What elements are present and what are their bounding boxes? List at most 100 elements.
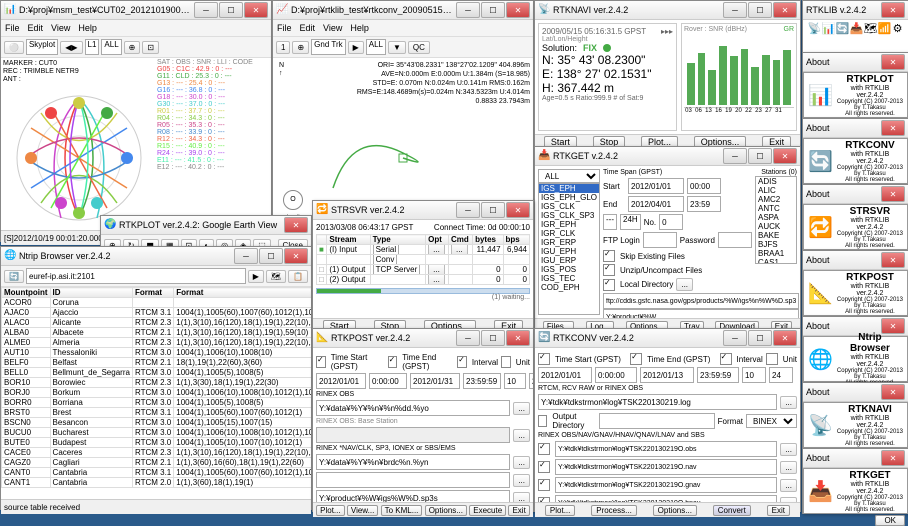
unitv[interactable] <box>769 367 793 383</box>
close-button[interactable]: ✕ <box>284 217 308 233</box>
station-item[interactable]: ANTC <box>756 204 796 213</box>
plot-button[interactable]: Plot... <box>316 505 344 516</box>
type-item[interactable]: IGS_CLK <box>539 202 599 211</box>
od-check[interactable] <box>538 415 547 427</box>
max-button[interactable]: ☐ <box>481 2 505 18</box>
int-check[interactable] <box>720 353 732 365</box>
close-button[interactable]: ✕ <box>881 252 905 268</box>
type-list[interactable]: IGS_EPHIGS_EPH_GLOIGS_CLKIGS_CLK_SP3IGR_… <box>538 183 600 315</box>
kml-button[interactable]: To KML... <box>381 505 423 516</box>
station-item[interactable]: BAKE <box>756 231 796 240</box>
max-button[interactable]: ☐ <box>481 330 505 346</box>
about-titlebar[interactable]: About✕ <box>803 383 908 402</box>
launcher-titlebar[interactable]: RTKLIB v.2.4.2✕ <box>803 1 908 20</box>
table-row[interactable]: BUTE0BudapestRTCM 3.01004(1),1005(10),10… <box>2 438 312 448</box>
menu-edit[interactable]: Edit <box>28 23 44 33</box>
list-button[interactable]: 📋 <box>288 270 308 283</box>
min-button[interactable]: ─ <box>234 248 258 264</box>
table-row[interactable]: CACE0CaceresRTCM 2.31(1),3(10),16(120),1… <box>2 448 312 458</box>
no-input[interactable] <box>659 214 683 230</box>
col-header[interactable]: ID <box>50 288 132 298</box>
table-row[interactable]: BUCU0BucharestRTCM 3.01004(1),1006(10),1… <box>2 428 312 438</box>
launcher-icon[interactable]: 📊 <box>822 22 834 34</box>
view-button[interactable]: View... <box>347 505 378 516</box>
table-row[interactable]: BSCN0BesanconRTCM 3.01004(1),1005(15),10… <box>2 418 312 428</box>
table-row[interactable]: ALME0AlmeriaRTCM 2.31(1),3(10),16(120),1… <box>2 338 312 348</box>
station-item[interactable]: BJFS <box>756 240 796 249</box>
browse[interactable]: ... <box>780 479 797 492</box>
close-button[interactable]: ✕ <box>881 384 905 400</box>
station-list[interactable]: ADISALICAMC2ANTCASPAAUCKBAKEBJFSBRAA1CAS… <box>755 176 797 264</box>
station-item[interactable]: ALIC <box>756 186 796 195</box>
col-header[interactable]: Mountpoint <box>2 288 51 298</box>
table-row[interactable]: BRST0BrestRTCM 3.11004(1),1005(60),1007(… <box>2 408 312 418</box>
launcher-icon[interactable]: 📥 <box>850 22 862 34</box>
type-item[interactable]: IGR_EPH <box>539 220 599 229</box>
sat-select[interactable]: ALL <box>101 39 121 55</box>
rtkget-titlebar[interactable]: 📥RTKGET v.2.4.2─☐✕ <box>535 147 800 166</box>
f4-input[interactable] <box>316 490 510 502</box>
type-select[interactable]: Serial <box>373 245 399 255</box>
out-path[interactable] <box>555 495 777 502</box>
max-button[interactable]: ☐ <box>259 248 283 264</box>
rtkpost-titlebar[interactable]: 📐RTKPOST ver.2.4.2─☐✕ <box>313 329 533 348</box>
opt-button[interactable]: ... <box>428 265 445 275</box>
loc-browse[interactable]: ... <box>676 278 693 291</box>
skip-check[interactable] <box>603 250 615 262</box>
min-button[interactable]: ─ <box>723 148 747 164</box>
table-row[interactable]: CANT1CantabriaRTCM 2.01(1),3(60),18(1),1… <box>2 478 312 488</box>
type-select[interactable]: TCP Server <box>373 265 421 275</box>
browse[interactable]: ... <box>780 461 797 474</box>
f3-input[interactable] <box>316 472 510 488</box>
ftp-pass[interactable] <box>718 232 752 248</box>
exit-button[interactable]: Exit <box>508 505 529 516</box>
about-titlebar[interactable]: About✕ <box>803 185 908 204</box>
ntrip-titlebar[interactable]: 🌐Ntrip Browser ver.2.4.2─☐✕ <box>1 247 311 266</box>
browse[interactable]: ... <box>780 396 797 409</box>
table-row[interactable]: CAGZ0CagliariRTCM 2.11(1),3(60),16(60),1… <box>2 458 312 468</box>
min-button[interactable]: ─ <box>456 330 480 346</box>
table-row[interactable]: AJAC0AjaccioRTCM 3.11004(1),1005(60),100… <box>2 308 312 318</box>
tool-fit[interactable]: ⊡ <box>142 41 159 54</box>
min-button[interactable]: ─ <box>723 330 747 346</box>
options-button[interactable]: Options... <box>425 505 467 516</box>
launcher-icon[interactable]: 🗺 <box>864 22 876 34</box>
close-button[interactable]: ✕ <box>506 202 530 218</box>
out-path[interactable] <box>555 477 777 493</box>
plottype[interactable]: Gnd Trk <box>311 39 345 55</box>
type-item[interactable]: IGR_CLK <box>539 229 599 238</box>
ge-titlebar[interactable]: 🌍RTKPLOT ver.2.4.2: Google Earth View✕ <box>101 216 311 235</box>
tbtn[interactable]: QC <box>408 41 430 54</box>
unit-check[interactable] <box>766 353 778 365</box>
browse[interactable]: ... <box>780 443 797 456</box>
loc-check[interactable] <box>603 279 615 291</box>
intv[interactable] <box>504 373 526 389</box>
about-titlebar[interactable]: About✕ <box>803 251 908 270</box>
type-select[interactable]: Conv <box>373 255 398 265</box>
t1[interactable] <box>595 367 637 383</box>
browse[interactable]: ... <box>513 474 530 487</box>
map-button[interactable]: 🗺 <box>266 270 286 283</box>
fmt-select[interactable]: BINEX <box>746 414 797 428</box>
opt-button[interactable]: ... <box>451 245 468 255</box>
int-check[interactable] <box>457 356 467 368</box>
t1[interactable] <box>369 373 407 389</box>
od-input[interactable] <box>599 413 715 429</box>
io-icon[interactable]: ▸▸▸ <box>661 27 673 36</box>
menu-help[interactable]: Help <box>350 23 369 33</box>
tbtn[interactable]: ▶ <box>348 41 364 54</box>
station-item[interactable]: ADIS <box>756 177 796 186</box>
about-titlebar[interactable]: About✕ <box>803 119 908 138</box>
out-path[interactable] <box>555 459 777 475</box>
opt-button[interactable]: ... <box>428 245 445 255</box>
out-path[interactable] <box>555 441 777 457</box>
navi-titlebar[interactable]: 📡RTKNAVI ver.2.4.2─☐✕ <box>535 1 800 20</box>
te-check[interactable] <box>388 356 398 368</box>
opt-button[interactable]: ... <box>428 275 445 285</box>
launcher-icon[interactable]: ⚙ <box>892 22 904 34</box>
out-check[interactable] <box>538 497 550 502</box>
unit-check[interactable] <box>501 356 511 368</box>
min-button[interactable]: ─ <box>194 2 218 18</box>
min-button[interactable]: ─ <box>723 2 747 18</box>
launcher-icon[interactable]: 📶 <box>878 22 890 34</box>
